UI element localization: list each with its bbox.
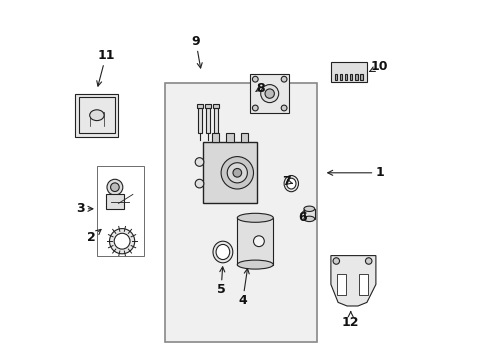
Bar bbox=[358, 274, 367, 295]
Bar bbox=[237, 218, 273, 265]
Bar bbox=[79, 97, 115, 133]
Circle shape bbox=[281, 105, 286, 111]
Bar bbox=[197, 104, 203, 108]
Circle shape bbox=[252, 105, 258, 111]
Bar bbox=[106, 194, 123, 209]
Bar bbox=[330, 62, 366, 82]
Ellipse shape bbox=[286, 178, 295, 189]
Circle shape bbox=[232, 168, 241, 177]
Text: 6: 6 bbox=[297, 210, 306, 224]
Bar bbox=[212, 133, 219, 142]
Circle shape bbox=[281, 76, 286, 82]
Text: 1: 1 bbox=[327, 166, 383, 179]
Text: 12: 12 bbox=[341, 312, 359, 329]
Bar bbox=[344, 74, 347, 80]
Circle shape bbox=[114, 233, 130, 249]
Text: 10: 10 bbox=[369, 60, 387, 73]
Circle shape bbox=[110, 183, 119, 192]
Circle shape bbox=[260, 85, 278, 103]
Bar bbox=[241, 133, 247, 142]
Ellipse shape bbox=[237, 213, 273, 222]
Circle shape bbox=[221, 157, 253, 189]
Circle shape bbox=[264, 89, 274, 98]
Circle shape bbox=[195, 158, 203, 166]
Text: 8: 8 bbox=[255, 82, 264, 95]
Text: 5: 5 bbox=[216, 267, 225, 296]
Bar bbox=[354, 74, 357, 80]
Bar bbox=[359, 74, 362, 80]
Text: 7: 7 bbox=[282, 175, 292, 188]
Circle shape bbox=[107, 179, 122, 195]
Bar bbox=[303, 209, 314, 219]
Circle shape bbox=[195, 179, 203, 188]
Bar bbox=[75, 94, 118, 137]
Text: 9: 9 bbox=[191, 35, 202, 68]
Bar bbox=[249, 74, 289, 113]
Ellipse shape bbox=[216, 244, 229, 260]
Circle shape bbox=[253, 236, 264, 247]
Circle shape bbox=[332, 258, 339, 264]
Polygon shape bbox=[330, 256, 375, 306]
Text: 2: 2 bbox=[87, 229, 101, 244]
Ellipse shape bbox=[213, 241, 232, 263]
Ellipse shape bbox=[284, 176, 298, 192]
Bar bbox=[226, 133, 233, 142]
Bar bbox=[203, 142, 257, 203]
Bar bbox=[334, 74, 337, 80]
Bar bbox=[213, 108, 218, 133]
Ellipse shape bbox=[237, 260, 273, 269]
Text: 11: 11 bbox=[97, 49, 114, 86]
Circle shape bbox=[109, 229, 134, 254]
Text: 3: 3 bbox=[76, 202, 93, 215]
Bar bbox=[339, 74, 342, 80]
Bar bbox=[205, 108, 209, 133]
Bar bbox=[212, 104, 218, 108]
Ellipse shape bbox=[89, 110, 104, 121]
Text: 4: 4 bbox=[238, 269, 249, 307]
Circle shape bbox=[365, 258, 371, 264]
Circle shape bbox=[227, 163, 247, 183]
Ellipse shape bbox=[303, 216, 314, 222]
Ellipse shape bbox=[303, 206, 314, 212]
Circle shape bbox=[252, 76, 258, 82]
Bar bbox=[204, 104, 210, 108]
Bar bbox=[349, 74, 352, 80]
Bar bbox=[337, 274, 346, 295]
Bar bbox=[165, 83, 316, 342]
Bar bbox=[197, 108, 202, 133]
Bar bbox=[97, 166, 143, 256]
